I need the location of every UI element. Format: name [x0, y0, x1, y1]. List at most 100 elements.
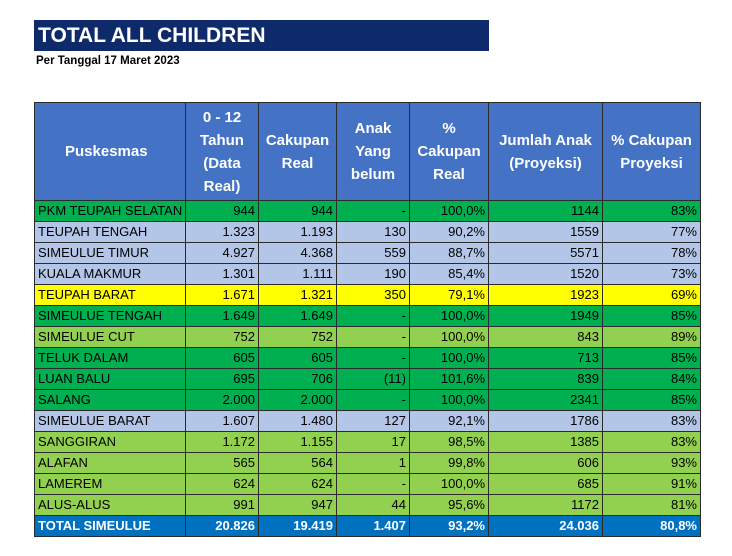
- total-pct-real: 93,2%: [409, 515, 489, 537]
- cell-cakupan-real: 564: [258, 452, 337, 474]
- cell-pct-proyeksi: 85%: [602, 347, 701, 369]
- table-row: SIMEULUE CUT 752 752-100,0% 843 89%: [34, 326, 701, 348]
- cell-puskesmas: SALANG: [34, 389, 186, 411]
- cell-pct-real: 101,6%: [409, 368, 489, 390]
- cell-jumlah-proyeksi: 5571: [488, 242, 603, 264]
- cell-pct-real: 95,6%: [409, 494, 489, 516]
- cell-anak-belum: 130: [336, 221, 410, 243]
- cell-data-real: 695: [185, 368, 259, 390]
- table-row: SALANG 2.000 2.000-100,0% 2341 85%: [34, 389, 701, 411]
- cell-jumlah-proyeksi: 1949: [488, 305, 603, 327]
- cell-anak-belum: 350: [336, 284, 410, 306]
- cell-pct-proyeksi: 85%: [602, 305, 701, 327]
- cell-jumlah-proyeksi: 685: [488, 473, 603, 495]
- cell-data-real: 752: [185, 326, 259, 348]
- table-row: LUAN BALU 695 706 (11) 101,6% 839 84%: [34, 368, 701, 390]
- cell-data-real: 1.607: [185, 410, 259, 432]
- cell-data-real: 624: [185, 473, 259, 495]
- table-row: TEUPAH TENGAH 1.323 1.193 130 90,2% 1559 77%: [34, 221, 701, 243]
- cell-cakupan-real: 2.000: [258, 389, 337, 411]
- cell-cakupan-real: 624: [258, 473, 337, 495]
- cell-pct-proyeksi: 91%: [602, 473, 701, 495]
- cell-cakupan-real: 1.193: [258, 221, 337, 243]
- cell-pct-proyeksi: 77%: [602, 221, 701, 243]
- cell-puskesmas: SIMEULUE CUT: [34, 326, 186, 348]
- cell-puskesmas: TEUPAH BARAT: [34, 284, 186, 306]
- cell-pct-real: 99,8%: [409, 452, 489, 474]
- table-row: SIMEULUE BARAT 1.607 1.480 127 92,1% 1786 83%: [34, 410, 701, 432]
- cell-cakupan-real: 1.649: [258, 305, 337, 327]
- cell-puskesmas: SIMEULUE TIMUR: [34, 242, 186, 264]
- total-anak-belum: 1.407: [336, 515, 410, 537]
- cell-anak-belum: -: [336, 473, 410, 495]
- header-puskesmas: Puskesmas: [34, 102, 186, 201]
- cell-anak-belum: 190: [336, 263, 410, 285]
- report-title: TOTAL ALL CHILDREN: [34, 20, 489, 51]
- cell-data-real: 944: [185, 200, 259, 222]
- cell-anak-belum: 127: [336, 410, 410, 432]
- cell-cakupan-real: 1.111: [258, 263, 337, 285]
- cell-pct-real: 85,4%: [409, 263, 489, 285]
- total-cakupan-real: 19.419: [258, 515, 337, 537]
- cell-jumlah-proyeksi: 1559: [488, 221, 603, 243]
- cell-puskesmas: KUALA MAKMUR: [34, 263, 186, 285]
- cell-pct-real: 100,0%: [409, 200, 489, 222]
- header-pct-real: % Cakupan Real: [409, 102, 489, 201]
- table-row: KUALA MAKMUR 1.301 1.111 190 85,4% 1520 73%: [34, 263, 701, 285]
- cell-data-real: 1.172: [185, 431, 259, 453]
- cell-data-real: 2.000: [185, 389, 259, 411]
- total-name: TOTAL SIMEULUE: [34, 515, 186, 537]
- cell-anak-belum: -: [336, 305, 410, 327]
- cell-anak-belum: 1: [336, 452, 410, 474]
- cell-pct-proyeksi: 93%: [602, 452, 701, 474]
- report-date: Per Tanggal 17 Maret 2023: [36, 55, 180, 67]
- cell-jumlah-proyeksi: 1786: [488, 410, 603, 432]
- cell-pct-real: 79,1%: [409, 284, 489, 306]
- table-row: ALAFAN 565 564 1 99,8% 606 93%: [34, 452, 701, 474]
- cell-pct-proyeksi: 85%: [602, 389, 701, 411]
- cell-puskesmas: SANGGIRAN: [34, 431, 186, 453]
- cell-pct-real: 100,0%: [409, 389, 489, 411]
- header-pct-proyeksi: % Cakupan Proyeksi: [602, 102, 701, 201]
- cell-pct-proyeksi: 83%: [602, 410, 701, 432]
- table-row: LAMEREM 624 624-100,0% 685 91%: [34, 473, 701, 495]
- cell-puskesmas: LAMEREM: [34, 473, 186, 495]
- cell-data-real: 605: [185, 347, 259, 369]
- cell-data-real: 991: [185, 494, 259, 516]
- cell-cakupan-real: 1.155: [258, 431, 337, 453]
- cell-pct-real: 100,0%: [409, 473, 489, 495]
- cell-pct-real: 90,2%: [409, 221, 489, 243]
- cell-pct-real: 100,0%: [409, 347, 489, 369]
- cell-jumlah-proyeksi: 843: [488, 326, 603, 348]
- cell-jumlah-proyeksi: 1520: [488, 263, 603, 285]
- cell-anak-belum: -: [336, 200, 410, 222]
- total-jumlah-proyeksi: 24.036: [488, 515, 603, 537]
- cell-data-real: 1.649: [185, 305, 259, 327]
- cell-cakupan-real: 4.368: [258, 242, 337, 264]
- cell-data-real: 1.323: [185, 221, 259, 243]
- cell-puskesmas: ALUS-ALUS: [34, 494, 186, 516]
- cell-pct-real: 98,5%: [409, 431, 489, 453]
- cell-pct-real: 100,0%: [409, 305, 489, 327]
- cell-pct-proyeksi: 89%: [602, 326, 701, 348]
- table-row: TELUK DALAM 605 605-100,0% 713 85%: [34, 347, 701, 369]
- cell-pct-proyeksi: 83%: [602, 200, 701, 222]
- cell-jumlah-proyeksi: 2341: [488, 389, 603, 411]
- table-row: SIMEULUE TENGAH 1.649 1.649-100,0% 1949 85%: [34, 305, 701, 327]
- header-jumlah-proyeksi: Jumlah Anak (Proyeksi): [488, 102, 603, 201]
- cell-pct-real: 88,7%: [409, 242, 489, 264]
- cell-jumlah-proyeksi: 606: [488, 452, 603, 474]
- total-data-real: 20.826: [185, 515, 259, 537]
- table-row: PKM TEUPAH SELATAN 944 944-100,0% 1144 83%: [34, 200, 701, 222]
- cell-cakupan-real: 752: [258, 326, 337, 348]
- cell-puskesmas: PKM TEUPAH SELATAN: [34, 200, 186, 222]
- cell-jumlah-proyeksi: 839: [488, 368, 603, 390]
- cell-jumlah-proyeksi: 713: [488, 347, 603, 369]
- cell-data-real: 4.927: [185, 242, 259, 264]
- cell-data-real: 1.671: [185, 284, 259, 306]
- cell-anak-belum: 17: [336, 431, 410, 453]
- cell-puskesmas: SIMEULUE TENGAH: [34, 305, 186, 327]
- cell-pct-real: 92,1%: [409, 410, 489, 432]
- cell-cakupan-real: 605: [258, 347, 337, 369]
- cell-puskesmas: TEUPAH TENGAH: [34, 221, 186, 243]
